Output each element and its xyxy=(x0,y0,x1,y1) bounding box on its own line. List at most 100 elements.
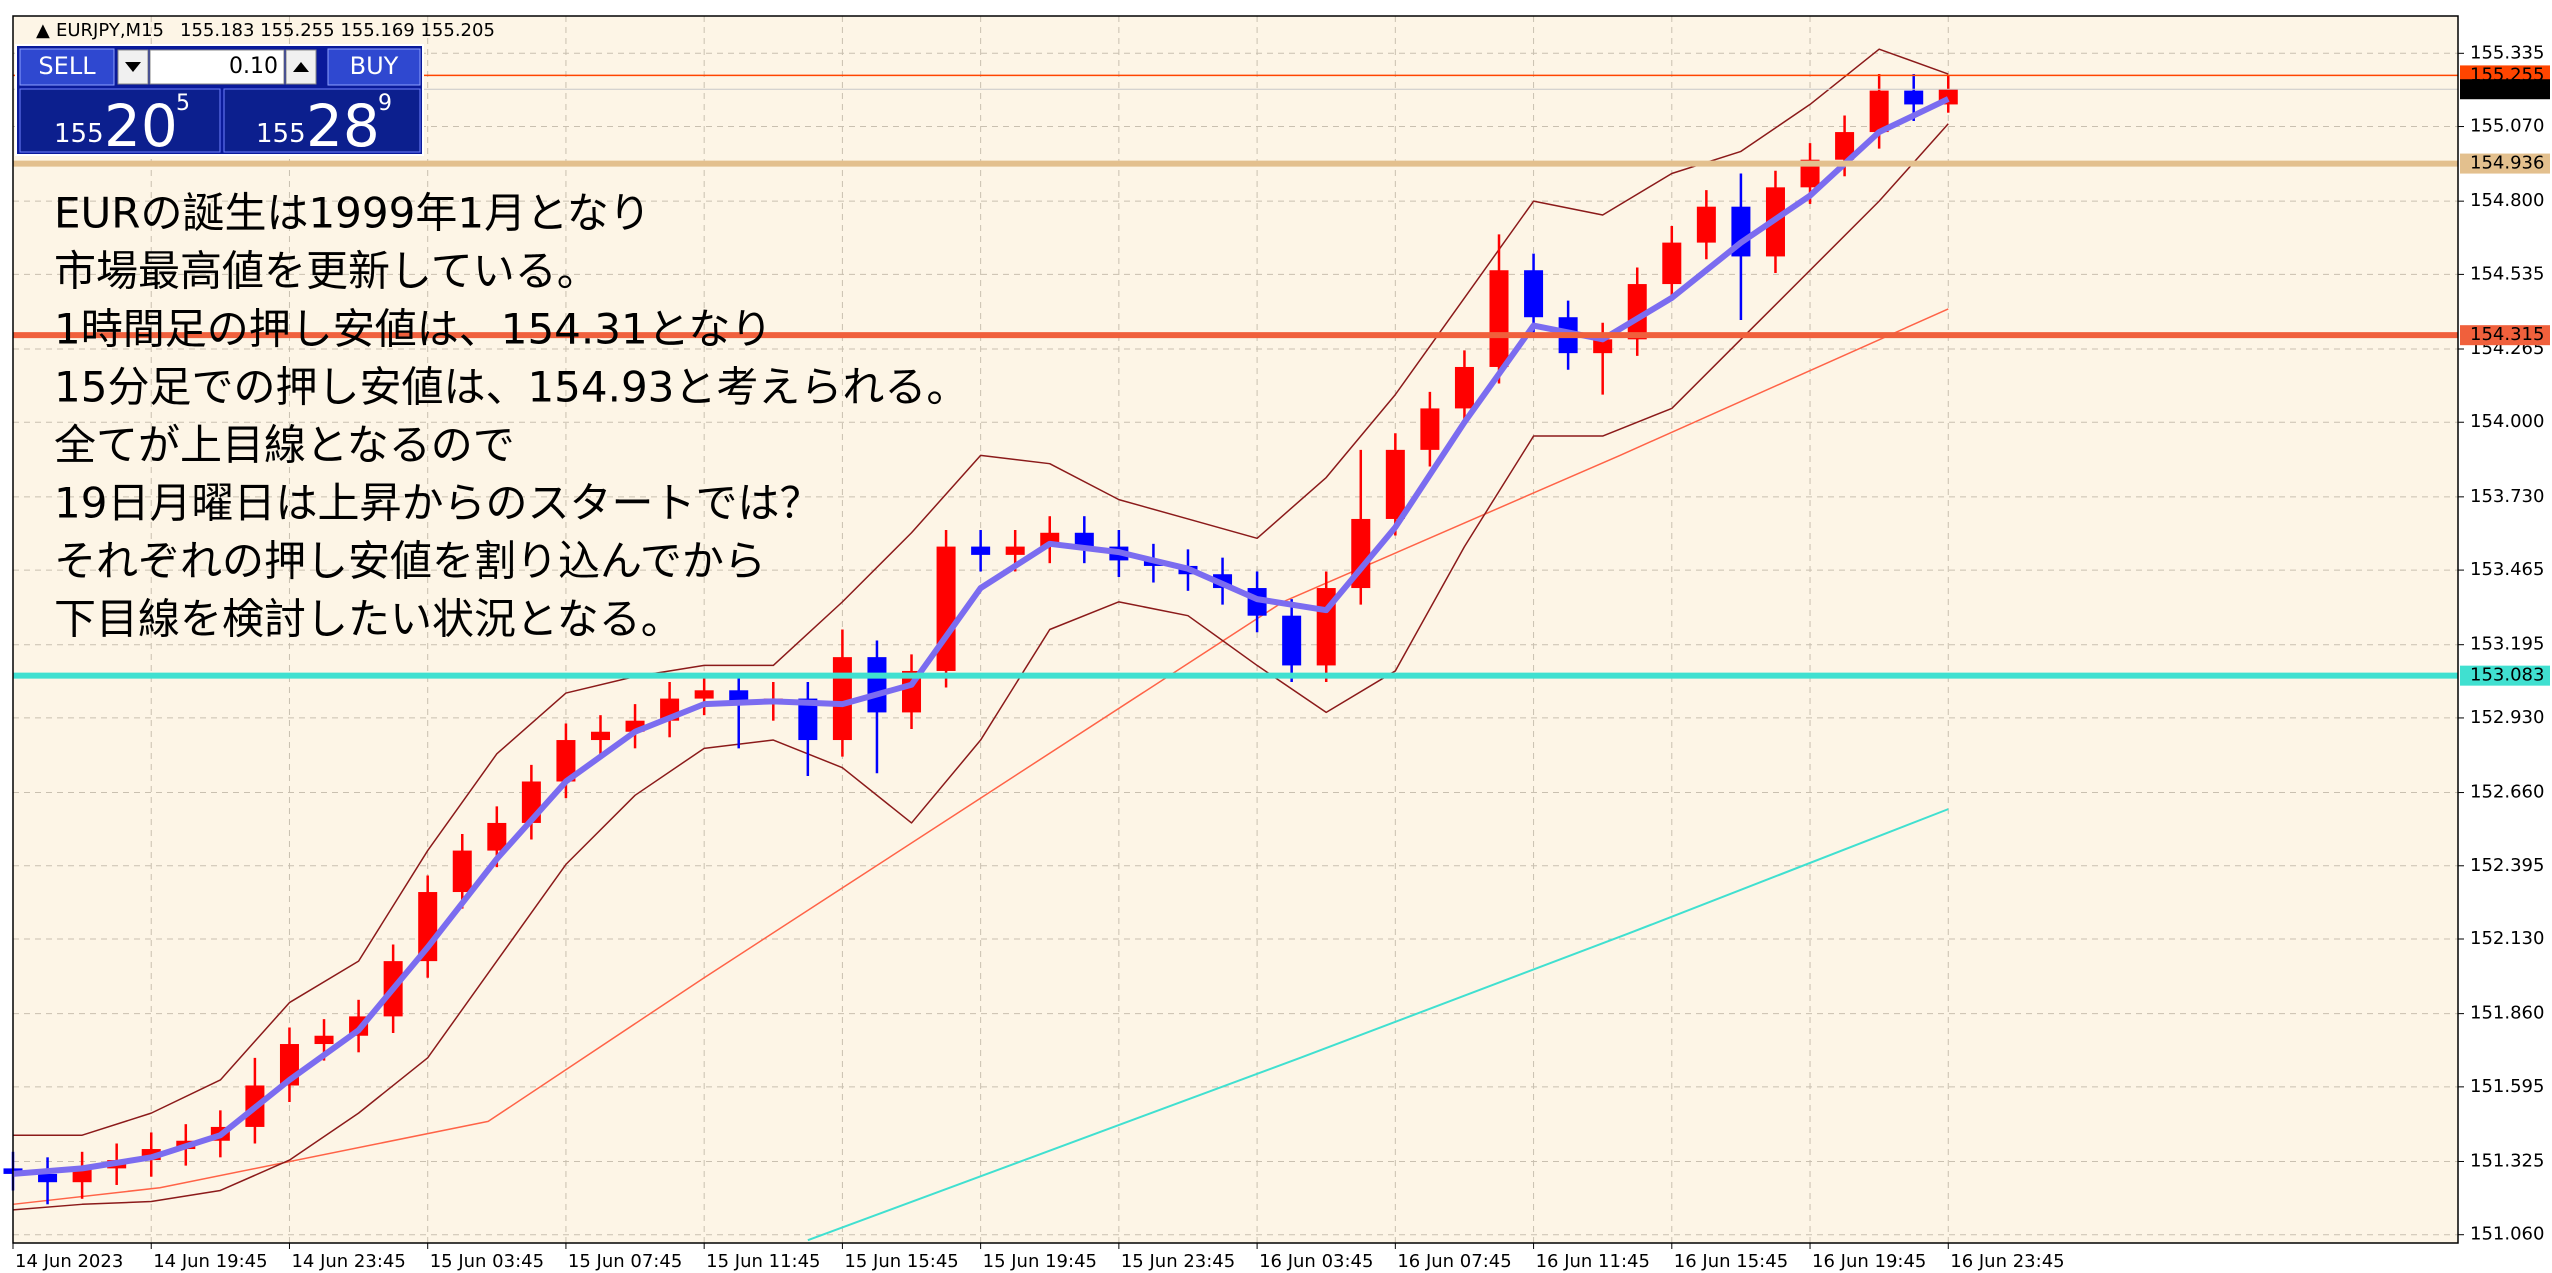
level-label: 155.205 xyxy=(2470,78,2544,99)
annotation-line: 1時間足の押し安値は、154.31となり xyxy=(54,305,772,354)
bid-box[interactable] xyxy=(19,88,221,153)
x-tick-label: 16 Jun 23:45 xyxy=(1950,1251,2064,1272)
candle-body xyxy=(1454,366,1474,409)
annotation-line: 19日月曜日は上昇からのスタートでは？ xyxy=(54,479,821,528)
candle-body xyxy=(971,546,991,555)
level-label-bg xyxy=(2460,153,2550,174)
chart-title: EURJPY,M15 xyxy=(56,20,164,41)
level-label-bg xyxy=(2460,665,2550,686)
ask-frac: 9 xyxy=(378,91,392,116)
grid xyxy=(12,16,2458,1243)
buy-button[interactable] xyxy=(327,48,421,86)
indicator-line xyxy=(12,123,1949,1211)
candle-body xyxy=(1696,206,1716,243)
x-tick-label: 15 Jun 07:45 xyxy=(568,1251,682,1272)
lot-input[interactable] xyxy=(149,49,285,85)
candle-body xyxy=(38,1173,58,1183)
candle-body xyxy=(1005,546,1025,555)
x-tick-label: 14 Jun 2023 xyxy=(15,1251,123,1272)
y-tick-label: 154.535 xyxy=(2470,263,2544,284)
ask-main: 28 xyxy=(306,92,380,160)
candle-body xyxy=(625,720,645,732)
x-tick-label: 15 Jun 15:45 xyxy=(844,1251,958,1272)
indicator-line xyxy=(13,48,1949,1136)
y-tick-label: 152.660 xyxy=(2470,782,2544,803)
x-tick-label: 15 Jun 19:45 xyxy=(983,1251,1097,1272)
x-tick-label: 16 Jun 03:45 xyxy=(1259,1251,1373,1272)
y-tick-label: 151.325 xyxy=(2470,1150,2544,1171)
x-tick-label: 16 Jun 07:45 xyxy=(1397,1251,1511,1272)
y-tick-label: 154.000 xyxy=(2470,411,2544,432)
candle-body xyxy=(1904,90,1924,105)
bid-frac: 5 xyxy=(176,91,190,116)
axis: 155.335155.070154.800154.535154.265154.0… xyxy=(12,42,2550,1272)
candle-body xyxy=(1074,532,1094,547)
candle-body xyxy=(1385,449,1405,519)
y-tick-label: 151.060 xyxy=(2470,1224,2544,1245)
y-tick-label: 155.070 xyxy=(2470,116,2544,137)
annotation-line: 全てが上目線となるので xyxy=(54,421,515,470)
candle-body xyxy=(867,657,887,713)
indicator-line xyxy=(12,308,1949,1206)
x-tick-label: 14 Jun 23:45 xyxy=(291,1251,405,1272)
y-tick-label: 152.930 xyxy=(2470,707,2544,728)
quote: 155.183 155.255 155.169 155.205 xyxy=(180,20,495,41)
y-tick-label: 153.730 xyxy=(2470,486,2544,507)
x-tick-label: 15 Jun 23:45 xyxy=(1121,1251,1235,1272)
trade-panel: SELL 0.10 BUY 155 20 5 155 28 9 xyxy=(15,44,424,160)
candle-body xyxy=(1489,270,1509,367)
candle-body xyxy=(798,698,818,741)
x-tick-label: 15 Jun 03:45 xyxy=(430,1251,544,1272)
candle-body xyxy=(1869,90,1889,133)
x-tick-label: 16 Jun 11:45 xyxy=(1536,1251,1650,1272)
level-label-bg xyxy=(2460,79,2550,100)
up-arrow xyxy=(293,62,309,72)
x-tick-label: 16 Jun 19:45 xyxy=(1812,1251,1926,1272)
down-arrow xyxy=(125,62,141,72)
level-label: 154.315 xyxy=(2470,324,2544,345)
y-tick-label: 153.195 xyxy=(2470,634,2544,655)
candle-body xyxy=(314,1035,334,1045)
level-label: 153.083 xyxy=(2470,665,2544,686)
candle-body xyxy=(556,740,576,782)
candle-body xyxy=(487,822,507,851)
y-tick-label: 152.395 xyxy=(2470,855,2544,876)
candle-body xyxy=(832,657,852,741)
candle-body xyxy=(590,731,610,741)
y-tick-label: 151.860 xyxy=(2470,1003,2544,1024)
annotation-line: 下目線を検討したい状況となる。 xyxy=(54,595,683,644)
annotation-line: 15分足での押し安値は、154.93と考えられる。 xyxy=(54,363,968,412)
candle-body xyxy=(452,850,472,893)
candle-body xyxy=(1420,408,1440,450)
indicator-line xyxy=(807,808,1949,1242)
y-tick-label: 151.595 xyxy=(2470,1076,2544,1097)
y-tick-label: 155.335 xyxy=(2470,42,2544,63)
ask-box[interactable] xyxy=(223,88,421,153)
buy-label[interactable]: BUY xyxy=(350,52,399,80)
lot-value[interactable]: 0.10 xyxy=(229,54,278,79)
annotation-line: EURの誕生は1999年1月となり xyxy=(54,189,651,238)
plot-area xyxy=(13,16,2458,1243)
sell-button[interactable] xyxy=(19,48,115,86)
sell-label[interactable]: SELL xyxy=(38,52,96,80)
bid-big: 155 xyxy=(54,119,104,149)
x-tick-label: 14 Jun 19:45 xyxy=(153,1251,267,1272)
y-tick-label: 154.800 xyxy=(2470,190,2544,211)
ask-big: 155 xyxy=(256,119,306,149)
candle-body xyxy=(694,690,714,699)
candle-body xyxy=(1593,339,1613,354)
candle-body xyxy=(1662,242,1682,285)
y-tick-label: 152.130 xyxy=(2470,928,2544,949)
candle-body xyxy=(72,1168,92,1183)
annotation-line: それぞれの押し安値を割り込んでから xyxy=(54,537,766,586)
x-tick-label: 16 Jun 15:45 xyxy=(1674,1251,1788,1272)
plot-frame xyxy=(12,15,2459,1244)
candle-body xyxy=(1524,270,1544,318)
candle-body xyxy=(1627,284,1647,340)
candle-body xyxy=(1835,132,1855,160)
bid-main: 20 xyxy=(104,92,178,160)
x-tick-label: 15 Jun 11:45 xyxy=(706,1251,820,1272)
indicator-line xyxy=(12,96,1950,1177)
